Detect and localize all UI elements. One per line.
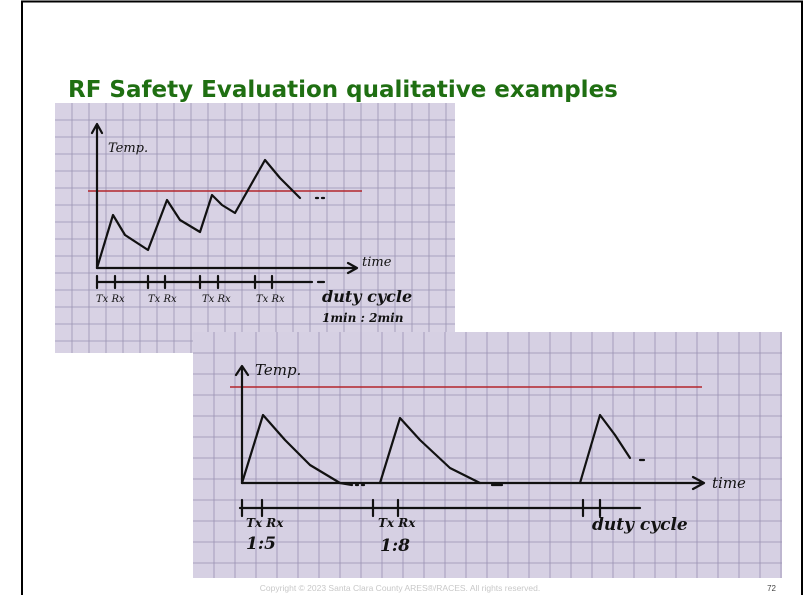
phase-label: Tx Rx [202,294,231,305]
sketch-photo-1: Temp. time Tx Rx Tx Rx Tx Rx Tx Rx duty … [55,103,455,353]
phase-label: Tx Rx [256,294,285,305]
note: duty cycle [322,287,412,306]
y-label: Temp. [255,361,301,379]
ratio: 1:8 [380,536,410,556]
phase-label: Tx Rx [378,516,416,530]
phase-label: Tx Rx [246,516,284,530]
page-number: 72 [767,584,776,593]
ratio: 1min : 2min [322,311,403,325]
title: RF Safety Evaluation qualitative example… [68,77,618,103]
note: duty cycle [592,515,688,535]
sketch-photo-2: Temp. time Tx Rx Tx Rx 1:5 1:8 duty cycl… [193,332,782,578]
slide: RF Safety Evaluation qualitative example… [0,0,806,595]
x-label: time [362,255,392,270]
phase-label: Tx Rx [96,294,125,305]
ratio: 1:5 [246,534,276,554]
y-label: Temp. [108,141,148,156]
x-label: time [712,474,746,492]
phase-label: Tx Rx [148,294,177,305]
footer: Copyright © 2023 Santa Clara County ARES… [260,583,540,593]
